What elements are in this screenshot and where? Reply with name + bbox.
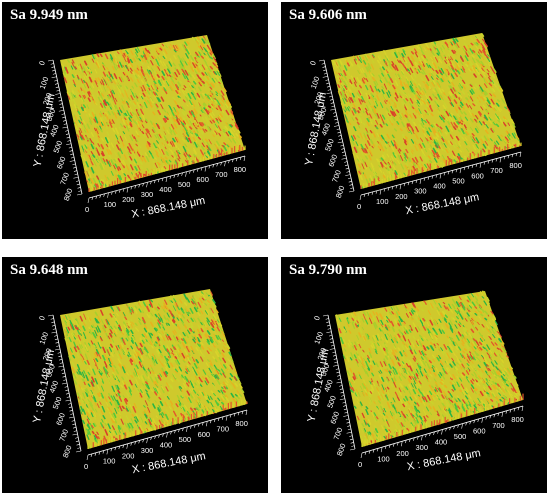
x-tick-label: 700 [492,421,505,430]
y-tick-label: 200 [316,347,329,362]
y-tick-label: 600 [328,410,341,425]
y-tick-label: 400 [322,378,335,393]
x-tick-label: 0 [85,205,89,214]
x-tick-label: 300 [414,187,427,196]
y-tick-label: 300 [316,106,329,121]
surface-edge [88,145,246,192]
x-tick-label: 400 [159,185,172,194]
x-tick-label: 500 [178,180,191,189]
surface-plot-4: 0100200300400500600700800010020030040050… [306,290,524,473]
x-tick-label: 600 [471,171,484,180]
y-tick-label: 800 [61,444,74,459]
y-tick-label: 300 [45,108,58,123]
axes [322,314,524,459]
y-tick-label: 700 [332,426,345,441]
y-tick-label: 600 [327,153,340,168]
x-tick-label: 200 [395,192,408,201]
y-tick-label: 0 [37,60,47,67]
y-tick-label: 300 [319,363,332,378]
x-tick-label: 0 [358,460,362,469]
y-tick-label: 100 [38,76,51,91]
x-tick-label: 800 [509,161,522,170]
x-tick-label: 400 [435,438,448,447]
x-tick-label: 800 [235,419,248,428]
x-tick-label: 500 [454,432,467,441]
y-tick-label: 0 [312,315,322,322]
y-tick-label: 400 [319,122,332,137]
x-tick-label: 100 [104,200,117,209]
y-tick-label: 200 [312,91,325,106]
y-tick-label: 100 [312,331,325,346]
surface-texture [331,33,521,189]
y-tick-label: 0 [37,315,47,322]
panel-title: Sa 9.949 nm [10,7,88,23]
surface-plot-2: 0100200300400500600700800010020030040050… [303,33,522,217]
axes [47,314,248,461]
axes [47,59,246,204]
surface-texture [61,35,246,191]
x-tick-label: 100 [376,197,389,206]
x-tick-label: 0 [357,202,361,211]
x-tick-label: 600 [473,426,486,435]
x-tick-label: 300 [416,443,429,452]
panel-title: Sa 9.790 nm [289,262,367,278]
x-tick-label: 400 [433,182,446,191]
surface-plot-3: 0100200300400500600700800010020030040050… [31,289,248,476]
x-tick-label: 500 [179,435,192,444]
y-tick-label: 300 [44,363,57,378]
x-tick-label: 300 [141,446,154,455]
y-tick-label: 500 [51,396,64,411]
x-tick-label: 500 [452,176,465,185]
x-tick-label: 100 [377,454,390,463]
panel-title: Sa 9.606 nm [289,7,367,23]
axes [318,59,522,201]
y-tick-label: 800 [334,184,347,199]
panel-title: Sa 9.648 nm [10,262,88,278]
x-tick-label: 800 [234,165,247,174]
y-tick-label: 500 [323,138,336,153]
surface-panel-3: 0 100 200 300 400 500 600 700 800 0 100 200 300 400 50… [2,257,268,493]
y-tick-label: 500 [325,394,338,409]
y-tick-label: 200 [41,92,54,107]
surface-plot-1: 0100200300400500600700800010020030040050… [32,35,247,221]
surface-edge [87,399,248,449]
y-tick-label: 200 [41,347,54,362]
y-tick-label: 700 [58,171,71,186]
y-tick-label: 600 [55,155,68,170]
surface-panel-4: 0 100 200 300 400 500 600 700 800 0 100 200 300 400 50… [281,257,547,493]
y-tick-label: 0 [308,60,318,67]
y-tick-label: 800 [62,187,75,202]
y-tick-label: 700 [57,428,70,443]
surface-texture [62,291,247,449]
x-tick-label: 700 [217,425,230,434]
x-tick-label: 200 [122,451,135,460]
y-tick-label: 800 [335,442,348,457]
x-tick-label: 600 [196,175,209,184]
surface-edge [361,393,524,447]
surface-texture [335,290,524,447]
x-tick-label: 200 [122,195,135,204]
x-tick-label: 600 [198,430,211,439]
x-tick-label: 800 [511,415,524,424]
x-tick-label: 700 [490,166,503,175]
y-tick-label: 400 [48,123,61,138]
surface-edge [360,140,522,189]
y-tick-label: 100 [37,331,50,346]
y-tick-label: 600 [54,412,67,427]
x-tick-label: 200 [396,449,409,458]
surface-base [60,35,245,192]
x-tick-label: 400 [160,441,173,450]
x-tick-label: 0 [84,462,88,471]
y-tick-label: 100 [309,75,322,90]
y-tick-label: 400 [47,379,60,394]
surface-panel-1: 0 100 200 300 400 500 600 700 800 0 100 200 300 400 50… [2,2,268,239]
x-tick-label: 100 [103,457,116,466]
surface-panel-2: 0 100 200 300 400 500 600 700 800 0 100 200 300 400 50… [281,2,547,239]
x-tick-label: 700 [215,170,228,179]
x-tick-label: 300 [141,190,154,199]
y-tick-label: 700 [330,169,343,184]
y-tick-label: 500 [51,139,64,154]
